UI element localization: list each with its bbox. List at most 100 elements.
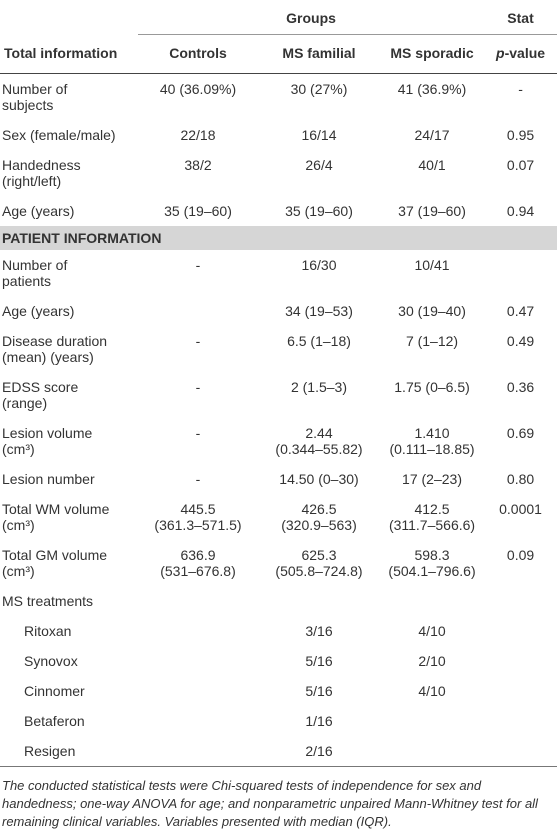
row-label: Synovox bbox=[24, 653, 78, 669]
table-row: Ritoxan 3/16 4/10 bbox=[0, 616, 557, 646]
row-label: Age (years) bbox=[2, 203, 75, 219]
cell: 0.49 bbox=[506, 333, 535, 349]
table-row: Total WM volume (cm³) 445.5 (361.3–571.5) 42… bbox=[0, 494, 557, 540]
table-row: Age (years) 34 (19–53) 30 (19–40) 0.47 bbox=[0, 296, 557, 326]
cell: 22/18 bbox=[180, 127, 216, 143]
cell bbox=[380, 706, 484, 736]
table-row: EDSS score (range) - 2 (1.5–3) 1.75 (0–6.5) 0… bbox=[0, 372, 557, 418]
cell bbox=[138, 736, 258, 767]
cell-line: Disease duration bbox=[2, 333, 108, 349]
row-label: Betaferon bbox=[24, 713, 85, 729]
cell-line: 1.410 bbox=[414, 425, 450, 441]
cell: 0.94 bbox=[506, 203, 535, 219]
cell-line: (cm³) bbox=[2, 563, 35, 579]
cell-line: (cm³) bbox=[2, 441, 35, 457]
cell-line: patients bbox=[2, 273, 52, 289]
cell bbox=[138, 296, 258, 326]
cell: 34 (19–53) bbox=[285, 303, 353, 319]
cell bbox=[138, 706, 258, 736]
cell-line: Total GM volume bbox=[2, 547, 108, 563]
cell-line: (531–676.8) bbox=[160, 563, 236, 579]
header-blank bbox=[0, 0, 138, 35]
cell bbox=[484, 706, 557, 736]
row-label: Handedness (right/left) bbox=[0, 150, 138, 196]
cell bbox=[484, 676, 557, 706]
cell-line: Handedness bbox=[2, 157, 81, 173]
cell: 598.3 (504.1–796.6) bbox=[380, 540, 484, 586]
cell bbox=[484, 250, 557, 296]
cell: 14.50 (0–30) bbox=[279, 471, 359, 487]
cell-line: (cm³) bbox=[2, 517, 35, 533]
cell: 37 (19–60) bbox=[398, 203, 466, 219]
column-header: Total information bbox=[0, 34, 138, 74]
cell bbox=[138, 676, 258, 706]
cell: 30 (27%) bbox=[290, 81, 348, 97]
cell: - bbox=[195, 333, 201, 349]
cell: - bbox=[195, 471, 201, 487]
cell-line: (361.3–571.5) bbox=[154, 517, 242, 533]
header-row: Groups Stat bbox=[0, 0, 557, 35]
cell: 26/4 bbox=[305, 157, 333, 173]
cell: - bbox=[518, 81, 523, 97]
table-row: Number of subjects 40 (36.09%) 30 (27%) 41 (… bbox=[0, 74, 557, 121]
column-header: Controls bbox=[138, 34, 258, 74]
cell: 3/16 bbox=[305, 623, 333, 639]
cell: 35 (19–60) bbox=[285, 203, 353, 219]
cell: 10/41 bbox=[414, 257, 450, 273]
cell-line: 636.9 bbox=[180, 547, 216, 563]
cell-line: Total WM volume bbox=[2, 501, 110, 517]
cell: 2 (1.5–3) bbox=[290, 379, 348, 395]
cell bbox=[138, 616, 258, 646]
cell bbox=[138, 646, 258, 676]
cell: - bbox=[195, 257, 201, 273]
cell-line: subjects bbox=[2, 97, 54, 113]
cell: 41 (36.9%) bbox=[397, 81, 467, 97]
row-label: Lesion number bbox=[2, 471, 95, 487]
row-label: EDSS score (range) bbox=[0, 372, 138, 418]
row-label: Total WM volume (cm³) bbox=[0, 494, 138, 540]
cell-line: (320.9–563) bbox=[281, 517, 357, 533]
row-label: Number of patients bbox=[0, 250, 138, 296]
cell: 636.9 (531–676.8) bbox=[138, 540, 258, 586]
cell: 0.07 bbox=[506, 157, 535, 173]
cell: 16/14 bbox=[301, 127, 337, 143]
cell: 4/10 bbox=[418, 683, 446, 699]
table-row: Number of patients - 16/30 10/41 bbox=[0, 250, 557, 296]
table-row: Total GM volume (cm³) 636.9 (531–676.8) 625.… bbox=[0, 540, 557, 586]
cell-line: 426.5 bbox=[301, 501, 337, 517]
cell: 0.09 bbox=[506, 547, 535, 563]
cell: 40/1 bbox=[418, 157, 446, 173]
cell bbox=[484, 646, 557, 676]
table-row: Betaferon 1/16 bbox=[0, 706, 557, 736]
cell-line: (range) bbox=[2, 395, 48, 411]
cell: - bbox=[195, 425, 201, 441]
cell: 6.5 (1–18) bbox=[287, 333, 351, 349]
table-row: Lesion volume (cm³) -2.44 (0.344–55.82) 1.41… bbox=[0, 418, 557, 464]
cell: 35 (19–60) bbox=[164, 203, 232, 219]
cell-line: Number of bbox=[2, 81, 68, 97]
cell: 30 (19–40) bbox=[398, 303, 466, 319]
cell: 0.80 bbox=[506, 471, 535, 487]
cell: 5/16 bbox=[305, 653, 333, 669]
cell-line: Number of bbox=[2, 257, 68, 273]
cell-line: 412.5 bbox=[414, 501, 450, 517]
footnote: The conducted statistical tests were Chi… bbox=[2, 778, 538, 829]
cell-line: 625.3 bbox=[301, 547, 337, 563]
table-row: Resigen 2/16 bbox=[0, 736, 557, 767]
row-label: MS treatments bbox=[2, 593, 94, 609]
row-label: Ritoxan bbox=[24, 623, 72, 639]
cell: 2.44 (0.344–55.82) bbox=[258, 418, 380, 464]
row-label: Disease duration (mean) (years) bbox=[0, 326, 138, 372]
cell bbox=[484, 736, 557, 767]
column-header: MS sporadic bbox=[380, 34, 485, 74]
cell: 625.3 (505.8–724.8) bbox=[258, 540, 380, 586]
cell: - bbox=[195, 379, 201, 395]
row-label: Number of subjects bbox=[0, 74, 138, 121]
table-row: Age (years) 35 (19–60) 35 (19–60) 37 (19–60… bbox=[0, 196, 557, 226]
cell: 1/16 bbox=[305, 713, 333, 729]
cell: 0.47 bbox=[506, 303, 535, 319]
data-table: Groups Stat Total information Controls MS … bbox=[0, 0, 557, 767]
column-header-row: Total information Controls MS familial MS s… bbox=[0, 34, 557, 74]
cell-line: 598.3 bbox=[414, 547, 450, 563]
column-header: MS familial bbox=[258, 34, 380, 74]
